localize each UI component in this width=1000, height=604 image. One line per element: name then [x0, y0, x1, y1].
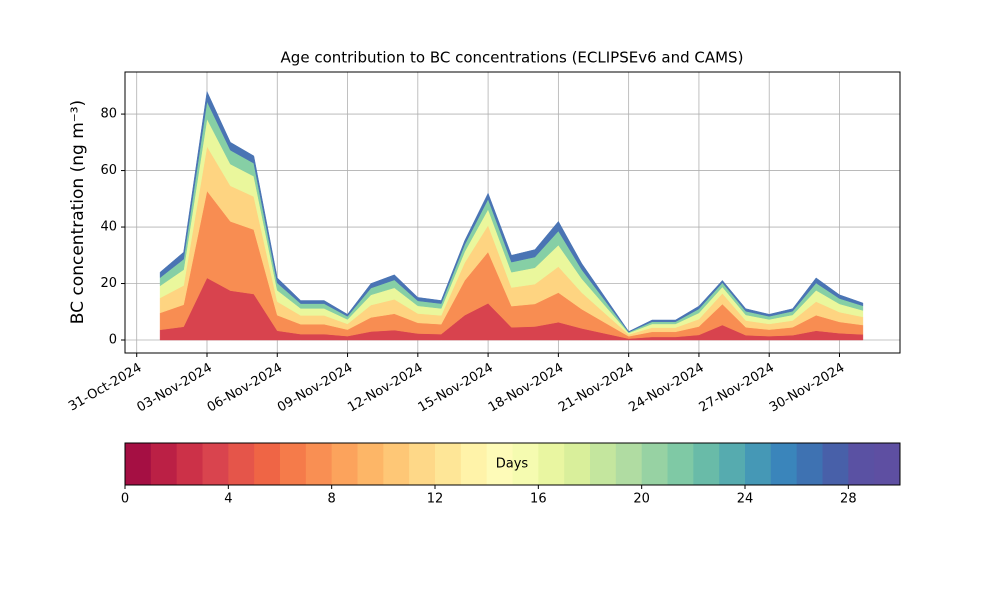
colorbar-bin: [150, 443, 178, 485]
colorbar-bin: [693, 443, 720, 485]
colorbar-bin: [435, 443, 462, 485]
colorbar-bin: [409, 443, 436, 485]
colorbar-bin: [305, 443, 333, 485]
colorbar-tick-label: 24: [737, 492, 754, 507]
colorbar-bin: [331, 443, 358, 485]
colorbar-bin: [822, 443, 849, 485]
colorbar-bin: [848, 443, 875, 485]
y-tick-label: 0: [109, 333, 117, 348]
colorbar-label: Days: [496, 457, 529, 472]
colorbar-bin: [796, 443, 823, 485]
colorbar-bin: [486, 443, 513, 485]
colorbar-tick-label: 28: [840, 492, 857, 507]
y-tick-label: 20: [100, 276, 117, 291]
y-tick-label: 40: [100, 220, 117, 235]
colorbar-bin: [745, 443, 772, 485]
area-layer: [159, 90, 864, 333]
colorbar-bin: [667, 443, 694, 485]
colorbar-bin: [228, 443, 255, 485]
colorbar-bin: [564, 443, 591, 485]
colorbar-bin: [512, 443, 539, 485]
colorbar-tick-label: 0: [121, 492, 129, 507]
colorbar-tick-label: 20: [633, 492, 650, 507]
colorbar-bin: [357, 443, 384, 485]
colorbar-bin: [254, 443, 281, 485]
colorbar-bin: [719, 443, 746, 485]
colorbar-bin: [280, 443, 307, 485]
y-tick-label: 60: [100, 163, 117, 178]
colorbar-bin: [538, 443, 565, 485]
y-axis-label: BC concentration (ng m⁻³): [68, 100, 88, 324]
colorbar-frame: [124, 442, 901, 486]
colorbar-bin: [176, 443, 203, 485]
y-tick-label: 80: [100, 107, 117, 122]
colorbar-bin: [615, 443, 643, 485]
colorbar-tick-label: 8: [328, 492, 336, 507]
colorbar-bin: [770, 443, 798, 485]
colorbar-bin: [125, 443, 152, 485]
colorbar-bin: [383, 443, 410, 485]
chart-title: Age contribution to BC concentrations (E…: [281, 49, 744, 67]
colorbar-bin: [641, 443, 668, 485]
colorbar-bin: [460, 443, 488, 485]
colorbar-tick-label: 16: [530, 492, 547, 507]
plot-frame: [124, 71, 901, 354]
colorbar-tick-label: 12: [427, 492, 444, 507]
colorbar-bin: [590, 443, 617, 485]
colorbar-bin: [874, 443, 901, 485]
colorbar-bin: [202, 443, 229, 485]
colorbar-tick-label: 4: [224, 492, 232, 507]
